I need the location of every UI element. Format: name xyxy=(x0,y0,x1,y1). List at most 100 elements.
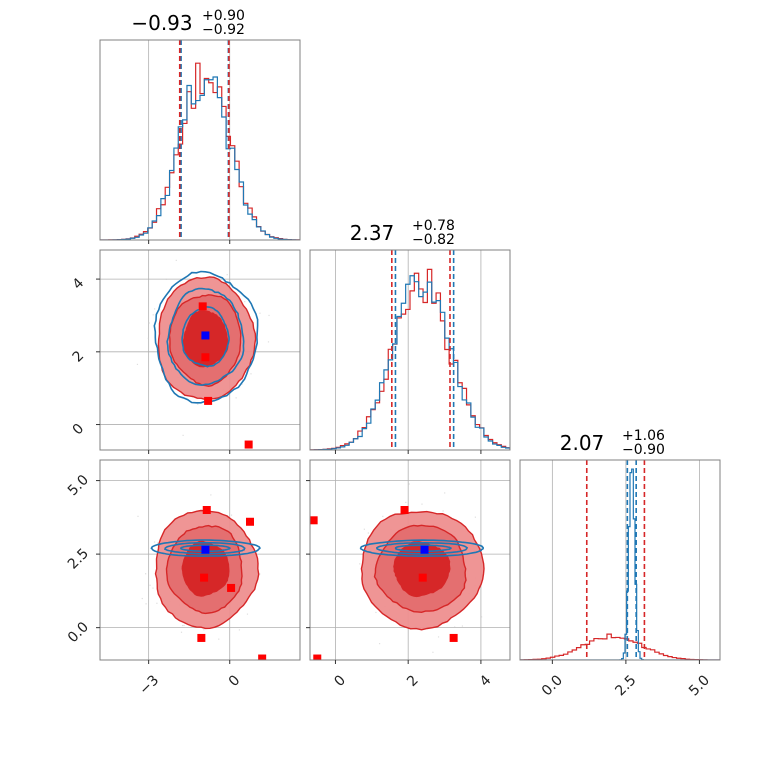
contour-series-b xyxy=(150,539,261,557)
panel-1-0 xyxy=(96,249,301,454)
sample-point xyxy=(244,301,246,303)
joint-contours xyxy=(136,259,270,449)
title-value: 2.37 xyxy=(350,221,395,245)
sample-point xyxy=(149,584,151,586)
sample-point xyxy=(241,383,243,385)
histogram-series-a xyxy=(520,633,720,660)
title-value: 2.07 xyxy=(560,431,605,455)
sample-point xyxy=(267,341,270,343)
panel-title: 2.07 +1.06−0.90 xyxy=(560,428,665,458)
x-tick-label: 2.5 xyxy=(612,672,639,699)
panel-frame xyxy=(99,249,301,451)
sample-point xyxy=(444,492,446,494)
x-tick-label: 5.0 xyxy=(686,672,713,699)
sample-point xyxy=(405,501,407,504)
x-tick-label: −3 xyxy=(136,672,162,698)
title-plus: +0.78 xyxy=(412,218,455,234)
sample-point xyxy=(157,344,159,347)
sample-point xyxy=(359,563,361,565)
marker-series-a xyxy=(244,440,253,449)
sample-point xyxy=(241,379,244,381)
histogram-series-b xyxy=(310,275,510,450)
title-minus: −0.92 xyxy=(202,22,245,38)
sample-point xyxy=(421,503,423,505)
sample-point xyxy=(432,651,434,653)
marginal-histograms xyxy=(520,468,720,660)
sample-point xyxy=(437,636,440,638)
panel-title: 2.37 +0.78−0.82 xyxy=(350,218,455,248)
marker-series-b xyxy=(201,545,210,554)
sample-point xyxy=(268,314,270,317)
y-tick-label: 0.0 xyxy=(65,619,92,646)
marker-series-a xyxy=(204,396,213,405)
sample-point xyxy=(180,631,183,633)
marker-series-a xyxy=(197,633,206,642)
y-tick-label: 0 xyxy=(70,421,88,439)
sample-point xyxy=(165,278,167,280)
marker-series-a xyxy=(202,506,211,514)
sample-point xyxy=(461,625,464,627)
marker-series-a xyxy=(200,573,209,582)
marker-series-a xyxy=(313,654,322,660)
joint-contours xyxy=(137,494,267,660)
sample-point xyxy=(230,514,233,516)
sample-point xyxy=(474,516,477,518)
sample-point xyxy=(156,542,159,544)
marginal-histograms xyxy=(100,62,300,240)
marker-series-a xyxy=(201,353,210,362)
contour-series-b xyxy=(376,541,469,555)
histogram-series-b xyxy=(520,468,720,660)
histogram-series-a xyxy=(310,268,510,450)
panel-frame xyxy=(519,459,721,661)
sample-point xyxy=(152,587,154,589)
sample-point xyxy=(210,494,212,496)
title-minus: −0.90 xyxy=(622,442,665,458)
panel-0-0 xyxy=(99,39,301,244)
y-tick-label: 2 xyxy=(70,348,88,366)
sample-point xyxy=(235,397,237,399)
sample-point xyxy=(378,643,381,645)
marker-series-a xyxy=(418,573,427,582)
marginal-histograms xyxy=(310,268,510,450)
sample-point xyxy=(480,616,483,618)
sample-point xyxy=(454,626,456,628)
sample-point xyxy=(183,624,185,627)
sample-point xyxy=(156,602,158,604)
sample-point xyxy=(137,515,139,517)
sample-point xyxy=(181,624,184,627)
sample-point xyxy=(153,541,156,543)
sample-point xyxy=(175,259,177,261)
sample-point xyxy=(363,528,365,530)
title-plus: +1.06 xyxy=(622,428,665,444)
y-tick-label: 2.5 xyxy=(65,546,92,573)
panel-frame xyxy=(99,39,301,241)
title-value: −0.93 xyxy=(131,11,192,35)
title-plus: +0.90 xyxy=(202,8,245,24)
x-tick-label: 0 xyxy=(331,672,349,690)
marker-series-a xyxy=(227,583,236,592)
marker-series-a xyxy=(310,516,318,525)
y-tick-label: 5.0 xyxy=(65,472,92,499)
sample-point xyxy=(147,337,149,339)
sample-point xyxy=(442,510,444,512)
sample-point xyxy=(203,629,205,631)
sample-point xyxy=(226,274,228,276)
marker-series-a xyxy=(198,302,207,311)
contour-series-b xyxy=(179,544,231,553)
histogram-series-a xyxy=(100,62,300,240)
sample-point xyxy=(136,363,139,366)
sample-point xyxy=(218,638,220,640)
contour-series-b xyxy=(359,539,485,558)
sample-point xyxy=(246,613,249,615)
contour-series-b xyxy=(153,270,259,404)
contour-series-b xyxy=(166,287,245,387)
histogram-series-b xyxy=(100,76,300,240)
sample-point xyxy=(367,532,369,534)
panel-2-1 xyxy=(306,459,511,664)
panel-2-0 xyxy=(96,459,301,664)
sample-point xyxy=(382,515,384,518)
sample-point xyxy=(141,597,143,600)
marker-series-a xyxy=(246,517,254,526)
panel-1-1 xyxy=(309,249,511,454)
marker-series-a xyxy=(449,633,458,642)
